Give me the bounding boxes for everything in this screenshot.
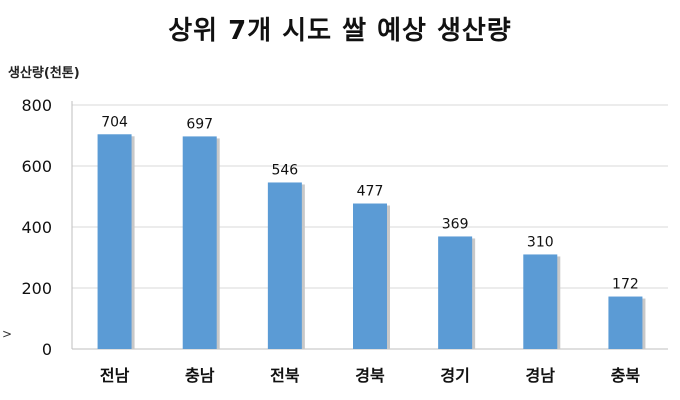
chart-title: 상위 7개 시도 쌀 예상 생산량 bbox=[168, 16, 512, 46]
data-label: 697 bbox=[186, 116, 213, 132]
bar bbox=[523, 254, 558, 349]
y-axis-label: 생산량(천톤) bbox=[8, 66, 80, 81]
bar bbox=[97, 134, 132, 349]
bars bbox=[97, 134, 646, 349]
labels: 0 200 400 600 800 704 전남 697 충남 546 전북 477 경북 369 경기 31… bbox=[21, 96, 640, 385]
x-tick-label: 경기 bbox=[440, 366, 469, 385]
data-label: 172 bbox=[612, 277, 639, 293]
data-label: 369 bbox=[442, 216, 469, 232]
x-tick-label: 전북 bbox=[270, 366, 300, 385]
side-arrow-mark: > bbox=[2, 327, 13, 341]
x-tick-label: 경남 bbox=[526, 366, 556, 385]
y-tick-label: 400 bbox=[21, 218, 52, 237]
x-tick-label: 경북 bbox=[355, 366, 385, 385]
x-tick-label: 충남 bbox=[185, 366, 215, 385]
bar bbox=[267, 182, 302, 349]
x-tick-label: 충북 bbox=[611, 366, 641, 385]
bar bbox=[438, 236, 473, 349]
y-tick-label: 200 bbox=[21, 279, 52, 298]
bar bbox=[608, 296, 643, 349]
y-tick-label: 800 bbox=[21, 96, 52, 115]
y-tick-label: 0 bbox=[42, 340, 52, 359]
bar bbox=[353, 203, 387, 349]
bar bbox=[182, 136, 217, 349]
data-label: 310 bbox=[527, 234, 554, 250]
data-label: 546 bbox=[271, 162, 298, 178]
y-tick-label: 600 bbox=[21, 157, 52, 176]
x-tick-label: 전남 bbox=[100, 366, 130, 385]
data-label: 704 bbox=[101, 114, 128, 130]
data-label: 477 bbox=[357, 184, 384, 200]
